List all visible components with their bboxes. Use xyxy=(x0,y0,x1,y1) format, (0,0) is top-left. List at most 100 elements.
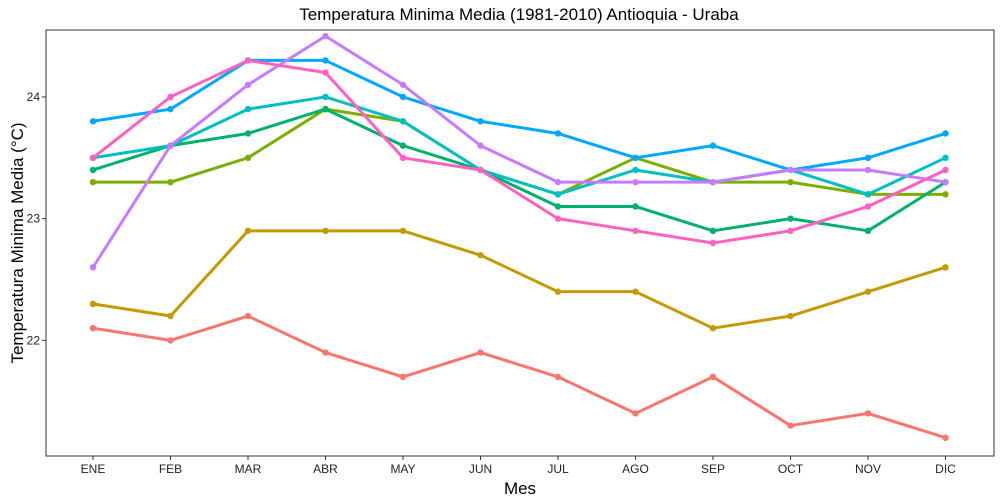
data-point xyxy=(477,142,484,149)
data-point xyxy=(167,142,174,149)
x-axis-title: Mes xyxy=(504,479,536,498)
data-point xyxy=(787,227,794,235)
data-point xyxy=(322,57,329,64)
x-tick-label-feb: FEB xyxy=(159,462,182,476)
data-point xyxy=(89,325,97,332)
series-line xyxy=(91,34,947,269)
data-point xyxy=(554,373,562,381)
data-point xyxy=(167,105,174,113)
data-point xyxy=(554,191,562,198)
series-line xyxy=(91,58,947,172)
x-tick-label-sep: SEP xyxy=(701,462,725,476)
data-point xyxy=(244,312,252,320)
data-point xyxy=(864,288,872,295)
data-point xyxy=(399,118,407,125)
data-point xyxy=(477,118,484,125)
data-point xyxy=(709,142,717,149)
data-point xyxy=(322,349,329,356)
data-point xyxy=(244,81,252,88)
data-point xyxy=(864,166,872,174)
data-point xyxy=(322,32,329,40)
data-point xyxy=(477,251,484,259)
data-point xyxy=(864,203,872,210)
plot-panel xyxy=(45,29,995,457)
data-point xyxy=(864,191,872,198)
data-point xyxy=(709,239,717,247)
series-group xyxy=(89,32,949,441)
x-tick-label-nov: NOV xyxy=(855,462,881,476)
x-tick-label-dic: DIC xyxy=(935,462,956,476)
data-point xyxy=(244,105,252,113)
series-line xyxy=(91,95,947,196)
data-point xyxy=(942,166,949,174)
x-tick-label-ago: AGO xyxy=(622,462,649,476)
data-point xyxy=(709,373,717,381)
y-tick-label: 24 xyxy=(27,90,41,104)
x-tick-label-ene: ENE xyxy=(81,462,106,476)
data-point xyxy=(554,130,562,137)
data-point xyxy=(709,325,717,332)
data-point xyxy=(89,154,97,161)
data-point xyxy=(632,203,639,210)
data-point xyxy=(167,337,174,344)
data-point xyxy=(709,178,717,186)
data-point xyxy=(244,130,252,137)
data-point xyxy=(864,410,872,417)
data-point xyxy=(89,118,97,125)
x-tick-label-mar: MAR xyxy=(235,462,262,476)
data-point xyxy=(554,215,562,222)
data-point xyxy=(942,154,949,161)
data-point xyxy=(632,227,639,235)
data-point xyxy=(942,434,949,441)
data-point xyxy=(167,312,174,320)
data-point xyxy=(787,178,794,186)
data-point xyxy=(709,227,717,235)
y-tick-label: 23 xyxy=(27,212,41,226)
x-tick-label-oct: OCT xyxy=(778,462,804,476)
y-tick-label: 22 xyxy=(27,333,41,347)
data-point xyxy=(554,203,562,210)
data-point xyxy=(942,178,949,186)
y-axis-title: Temperatura Minima Media (°C) xyxy=(8,122,27,363)
data-point xyxy=(322,227,329,235)
data-point xyxy=(477,166,484,174)
data-point xyxy=(787,166,794,174)
data-point xyxy=(942,191,949,198)
data-point xyxy=(399,373,407,381)
y-axis: 22 23 24 xyxy=(27,90,46,347)
data-point xyxy=(167,178,174,186)
data-point xyxy=(632,178,639,186)
data-point xyxy=(399,227,407,235)
series-line xyxy=(91,107,947,233)
data-point xyxy=(399,154,407,161)
series-3 xyxy=(89,105,949,198)
series-line xyxy=(91,229,947,330)
series-line xyxy=(91,58,947,245)
x-tick-label-jun: JUN xyxy=(469,462,492,476)
data-point xyxy=(244,227,252,235)
chart-title: Temperatura Minima Media (1981-2010) Ant… xyxy=(299,5,739,24)
data-point xyxy=(632,166,639,174)
data-point xyxy=(942,264,949,271)
data-point xyxy=(89,264,97,271)
data-point xyxy=(89,178,97,186)
data-point xyxy=(244,57,252,64)
series-line xyxy=(91,314,947,440)
data-point xyxy=(864,154,872,161)
series-7 xyxy=(89,32,949,271)
data-point xyxy=(399,93,407,101)
x-tick-label-jul: JUL xyxy=(547,462,569,476)
data-point xyxy=(787,312,794,320)
data-point xyxy=(632,154,639,161)
data-point xyxy=(864,227,872,235)
data-point xyxy=(322,93,329,101)
x-tick-label-may: MAY xyxy=(390,462,415,476)
data-point xyxy=(89,166,97,174)
series-8 xyxy=(89,57,949,247)
data-point xyxy=(244,154,252,161)
data-point xyxy=(322,105,329,113)
data-point xyxy=(167,93,174,101)
data-point xyxy=(942,130,949,137)
series-1 xyxy=(89,312,949,441)
